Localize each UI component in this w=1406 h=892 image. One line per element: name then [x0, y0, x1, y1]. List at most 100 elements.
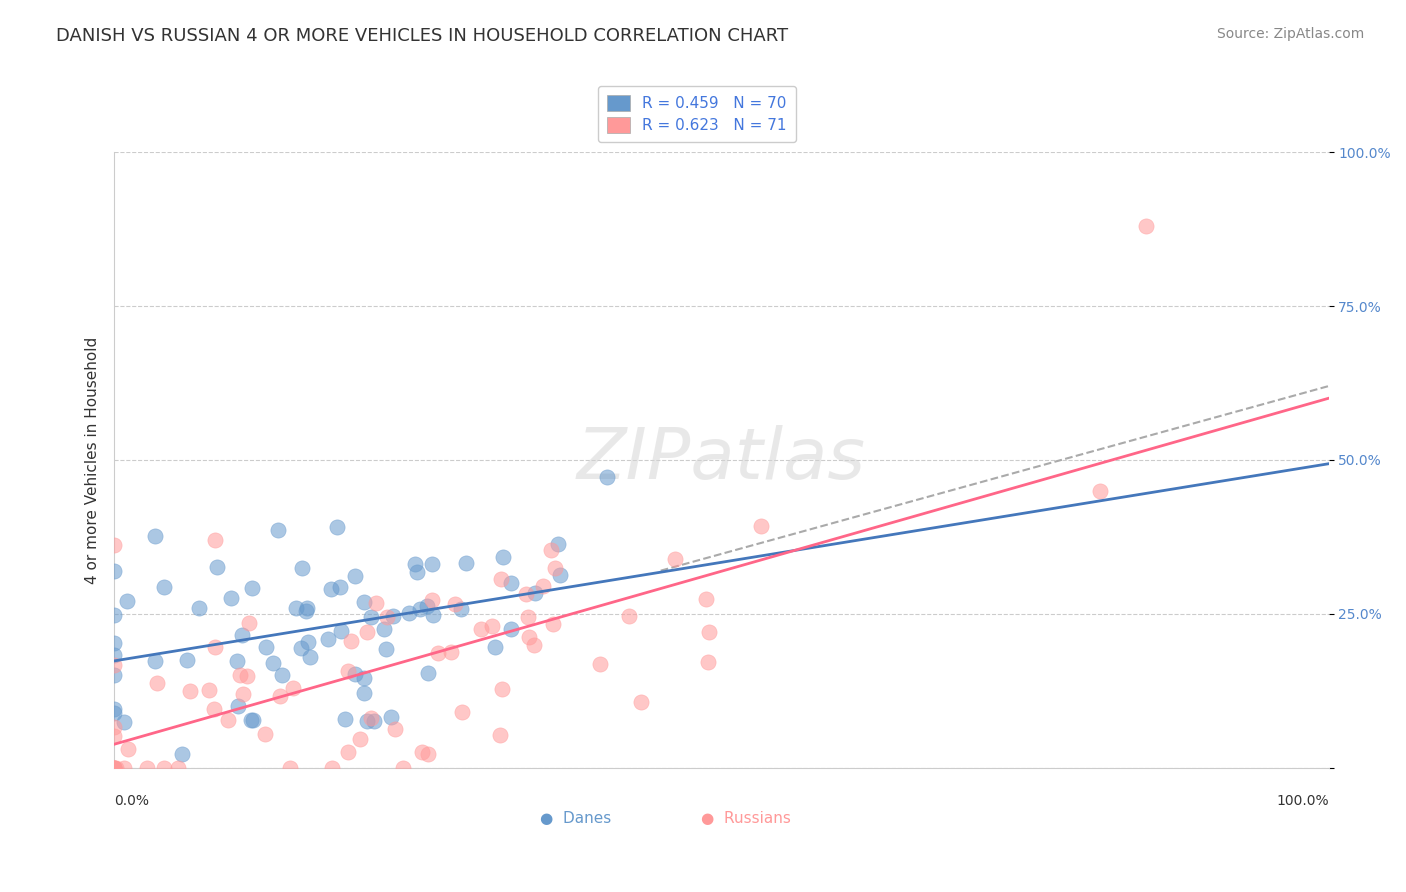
Point [384, 723, 406, 737]
Point [297, 635, 319, 649]
Point [540, 543, 562, 558]
Point [205, 560, 228, 574]
Point [329, 624, 352, 638]
Point [291, 561, 314, 575]
Point [450, 602, 472, 616]
Point [242, 713, 264, 727]
Point [278, 761, 301, 775]
Y-axis label: 4 or more Vehicles in Household: 4 or more Vehicles in Household [86, 336, 100, 583]
Point [515, 587, 537, 601]
Point [363, 714, 385, 728]
Point [420, 593, 443, 607]
Point [416, 747, 439, 762]
Point [103, 720, 125, 734]
Point [103, 761, 125, 775]
Point [353, 686, 375, 700]
Point [440, 645, 463, 659]
Point [204, 640, 226, 655]
Point [236, 669, 259, 683]
Point [103, 761, 125, 775]
Point [112, 714, 135, 729]
Point [146, 675, 169, 690]
Point [187, 601, 209, 615]
Point [153, 761, 176, 775]
Point [229, 667, 252, 681]
Point [239, 713, 262, 727]
Point [524, 585, 547, 599]
Point [337, 745, 360, 759]
Text: DANISH VS RUSSIAN 4 OR MORE VEHICLES IN HOUSEHOLD CORRELATION CHART: DANISH VS RUSSIAN 4 OR MORE VEHICLES IN … [56, 27, 789, 45]
Point [103, 635, 125, 649]
Point [470, 622, 492, 636]
Point [541, 617, 564, 632]
Point [499, 576, 522, 591]
Point [321, 761, 343, 775]
Point [420, 557, 443, 571]
Point [664, 552, 686, 566]
Point [262, 656, 284, 670]
Text: ZIPatlas: ZIPatlas [576, 425, 866, 494]
Point [398, 606, 420, 620]
Point [404, 557, 426, 571]
Point [103, 761, 125, 775]
Point [547, 537, 569, 551]
Point [290, 641, 312, 656]
Point [489, 572, 512, 586]
Point [344, 667, 367, 681]
Point [240, 582, 263, 596]
Point [427, 646, 450, 660]
Point [269, 690, 291, 704]
Point [630, 695, 652, 709]
Point [749, 519, 772, 533]
Point [1088, 483, 1111, 498]
Point [105, 761, 128, 775]
Point [531, 579, 554, 593]
Point [219, 591, 242, 605]
Point [517, 610, 540, 624]
Point [103, 702, 125, 716]
Point [364, 596, 387, 610]
Point [232, 687, 254, 701]
Point [356, 714, 378, 728]
Point [695, 591, 717, 606]
Point [411, 745, 433, 759]
Point [392, 761, 415, 775]
Point [295, 600, 318, 615]
Point [344, 569, 367, 583]
Point [349, 731, 371, 746]
Point [405, 566, 427, 580]
Point [103, 667, 125, 681]
Point [115, 594, 138, 608]
Point [204, 533, 226, 547]
Point [319, 582, 342, 596]
Point [373, 623, 395, 637]
Point [103, 648, 125, 662]
Point [153, 580, 176, 594]
Point [360, 711, 382, 725]
Point [517, 631, 540, 645]
Point [451, 705, 474, 719]
Text: ●  Russians: ● Russians [700, 811, 790, 826]
Point [103, 730, 125, 744]
Point [382, 609, 405, 624]
Point [166, 761, 188, 775]
Point [202, 702, 225, 716]
Point [588, 657, 610, 672]
Point [298, 650, 321, 665]
Point [329, 580, 352, 594]
Point [353, 595, 375, 609]
Point [316, 632, 339, 646]
Point [481, 619, 503, 633]
Point [103, 608, 125, 623]
Point [415, 599, 437, 613]
Point [271, 668, 294, 682]
Point [217, 713, 239, 727]
Point [170, 747, 193, 761]
Text: ●  Danes: ● Danes [540, 811, 612, 826]
Point [596, 470, 619, 484]
Point [226, 698, 249, 713]
Point [143, 655, 166, 669]
Point [103, 761, 125, 775]
Point [356, 624, 378, 639]
Point [375, 609, 398, 624]
